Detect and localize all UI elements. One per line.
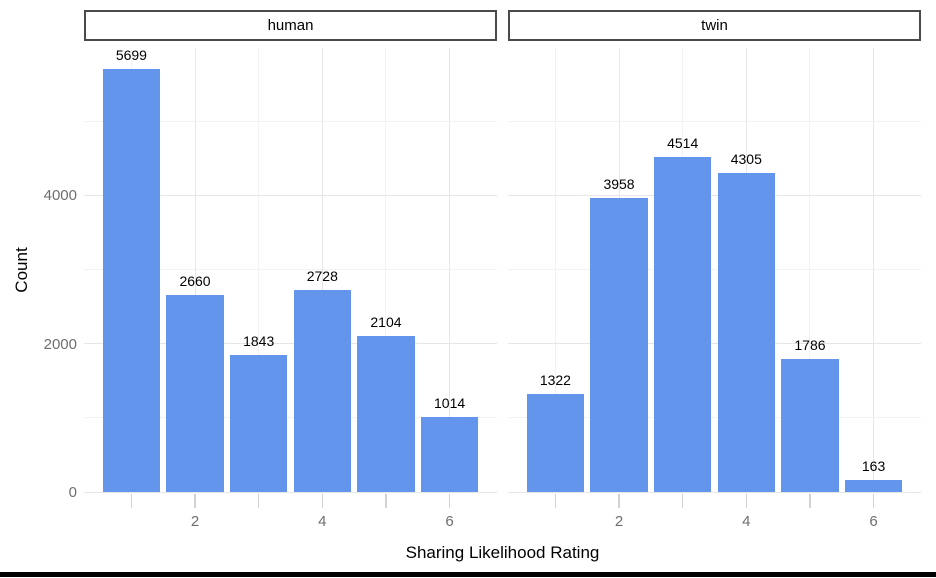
x-tick-mark (321, 494, 324, 508)
x-tick-label: 4 (318, 513, 327, 530)
gridline-x-major (321, 48, 323, 492)
bar-value-label: 4305 (730, 150, 762, 167)
x-tick-label: 4 (742, 513, 751, 530)
bar-twin-5 (781, 359, 839, 492)
bar-twin-2 (590, 198, 648, 492)
gridline-x-major (449, 48, 451, 492)
x-tick-label: 6 (445, 513, 454, 530)
gridline-y-major (84, 194, 497, 196)
facet-label: twin (701, 17, 728, 34)
gridline-x-major (194, 48, 196, 492)
gridline-x-minor (385, 48, 387, 492)
x-tick-mark (257, 494, 260, 508)
x-tick-label: 2 (614, 513, 624, 530)
bar-value-label: 163 (861, 457, 886, 474)
gridline-y-major (508, 194, 921, 196)
bar-value-label: 1843 (243, 333, 275, 350)
facet-label: human (267, 17, 314, 34)
bar-twin-4 (717, 172, 775, 492)
bar-human-6 (420, 416, 479, 492)
bar-human-2 (166, 294, 224, 492)
gridline-y-minor (508, 417, 921, 419)
x-tick-mark (618, 494, 620, 508)
gridline-x-minor (258, 48, 260, 492)
bar-twin-3 (654, 157, 712, 492)
bar-value-label: 2104 (370, 313, 402, 330)
gridline-y-minor (84, 417, 497, 419)
x-tick-mark (872, 494, 875, 508)
x-tick-mark (681, 494, 684, 508)
gridline-y-major (508, 491, 921, 493)
gridline-y-major (508, 343, 921, 345)
y-axis-title: Count (11, 247, 31, 293)
bar-human-1 (102, 69, 161, 492)
gridline-x-major (873, 48, 875, 492)
bar-human-3 (230, 355, 288, 492)
gridline-y-minor (508, 120, 921, 122)
bar-twin-1 (526, 393, 585, 492)
gridline-y-minor (84, 120, 497, 122)
facet-strip-twin: twin (508, 10, 921, 41)
x-tick-mark (745, 494, 748, 508)
facet-panel-twin: 1322 3958 4514 4305 1786 163 2 4 6 (508, 48, 921, 529)
gridline-y-major (84, 491, 497, 493)
bar-value-label: 1322 (539, 371, 571, 388)
x-tick-mark (194, 494, 196, 508)
x-tick-label: 6 (869, 513, 878, 530)
bar-human-5 (357, 335, 415, 492)
x-tick-mark (385, 494, 387, 508)
bar-value-label: 5699 (115, 47, 147, 64)
gridline-x-minor (809, 48, 811, 492)
x-tick-mark (809, 494, 811, 508)
x-axis-title: Sharing Likelihood Rating (405, 543, 600, 562)
y-tick-label: 2000 (43, 335, 77, 353)
x-tick-mark (130, 494, 133, 508)
gridline-y-major (84, 343, 497, 345)
bar-value-label: 4514 (667, 135, 699, 152)
bar-value-label: 2660 (179, 272, 211, 289)
gridline-y-minor (508, 268, 921, 270)
bar-twin-6 (844, 479, 903, 492)
gridline-x-minor (554, 48, 556, 492)
gridline-y-minor (84, 268, 497, 270)
x-tick-mark (554, 494, 557, 508)
x-tick-mark (448, 494, 451, 508)
x-tick-label: 2 (190, 513, 200, 530)
bar-value-label: 3958 (603, 176, 635, 193)
bar-value-label: 1014 (434, 394, 466, 411)
facet-strip-human: human (84, 10, 497, 41)
y-tick-label: 0 (68, 484, 77, 501)
bottom-border-bar (0, 572, 936, 577)
bar-value-label: 2728 (306, 267, 338, 284)
bar-human-4 (293, 289, 351, 492)
bar-value-label: 1786 (794, 337, 826, 354)
facet-panel-human: 5699 2660 1843 2728 2104 1014 2 4 6 (84, 47, 497, 529)
y-tick-label: 4000 (43, 187, 77, 205)
